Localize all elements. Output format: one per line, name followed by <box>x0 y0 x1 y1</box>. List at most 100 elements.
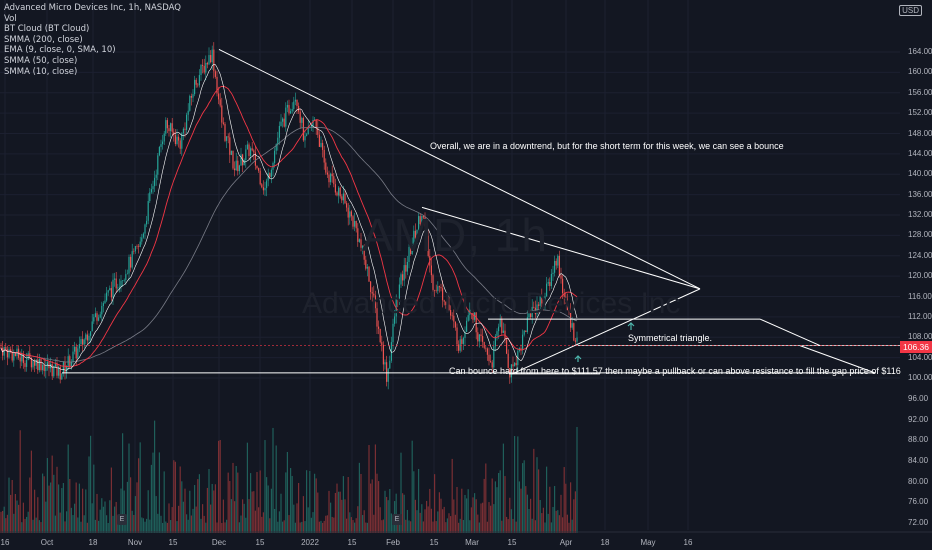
candle-body <box>259 170 261 185</box>
candle-body <box>134 246 136 252</box>
volume-bar <box>256 472 258 533</box>
chart-title[interactable]: Advanced Micro Devices Inc, 1h, NASDAQ <box>4 3 181 13</box>
candle-body <box>262 187 264 191</box>
volume-tick-label: 72.00 <box>908 518 929 527</box>
volume-bar <box>274 508 276 533</box>
volume-bar <box>262 512 264 533</box>
volume-bar <box>363 510 365 533</box>
indicator-vol[interactable]: Vol <box>4 13 17 24</box>
candle-body <box>122 280 124 281</box>
annotation-bounce[interactable]: Can bounce hard from here to $111.57 the… <box>449 366 901 376</box>
volume-bar <box>366 522 368 533</box>
candle-body <box>542 303 544 306</box>
time-tick-label: May <box>640 538 656 547</box>
candle-body <box>558 255 560 276</box>
volume-bar <box>445 522 447 533</box>
volume-bar <box>5 518 7 533</box>
annotation-downtrend[interactable]: Overall, we are in a downtrend, but for … <box>430 141 784 151</box>
volume-bar <box>10 494 12 533</box>
volume-bar <box>112 515 114 533</box>
volume-bar <box>62 483 64 533</box>
candle-body <box>358 239 360 242</box>
candle-body <box>397 298 399 301</box>
volume-bar <box>141 517 143 533</box>
candle-body <box>246 144 248 150</box>
currency-badge[interactable]: USD <box>899 5 922 16</box>
candle-body <box>190 96 192 98</box>
candle-body <box>331 173 333 177</box>
volume-bar <box>571 519 573 533</box>
volume-bar <box>250 473 252 533</box>
moving-average-line <box>0 64 578 371</box>
volume-bar <box>542 507 544 533</box>
volume-bar <box>218 440 220 533</box>
candle-body <box>109 288 111 291</box>
volume-bar <box>136 482 138 533</box>
volume-bar <box>438 492 440 533</box>
candle-body <box>322 142 324 150</box>
candle-body <box>525 330 527 332</box>
volume-bar <box>221 522 223 533</box>
volume-bar <box>552 506 554 533</box>
candle-body <box>110 288 112 298</box>
volume-bar <box>440 498 442 533</box>
volume-bar <box>330 502 332 533</box>
volume-bar <box>334 492 336 533</box>
earnings-marker[interactable]: E <box>117 514 127 525</box>
candle-body <box>235 160 237 171</box>
volume-bar <box>58 484 60 533</box>
volume-bar <box>390 513 392 533</box>
candle-body <box>315 119 317 129</box>
indicator-smma-200[interactable]: SMMA (200, close) <box>4 34 83 45</box>
candle-body <box>218 93 220 100</box>
time-tick-label: Nov <box>127 538 143 547</box>
volume-bar <box>198 474 200 533</box>
indicator-smma-50[interactable]: SMMA (50, close) <box>4 55 78 66</box>
volume-bar <box>29 477 31 533</box>
volume-bar <box>138 458 140 533</box>
candle-body <box>390 342 392 361</box>
time-tick-label: 16 <box>683 538 693 547</box>
candle-body <box>458 344 460 351</box>
volume-tick-label: 76.00 <box>908 497 929 507</box>
volume-bar <box>174 461 176 533</box>
volume-bar <box>238 522 240 533</box>
volume-bar <box>454 514 456 533</box>
volume-bar <box>493 504 495 533</box>
candle-body <box>206 62 208 65</box>
candle-body <box>555 260 557 266</box>
candle-body <box>451 315 453 317</box>
price-tick-label: 124.00 <box>908 250 932 260</box>
volume-bar <box>483 478 485 533</box>
candle-body <box>566 298 568 311</box>
candle-body <box>234 168 236 171</box>
candle-body <box>290 111 292 114</box>
volume-bar <box>507 519 509 533</box>
volume-bar <box>450 516 452 533</box>
candle-body <box>493 346 495 368</box>
candle-body <box>528 313 530 318</box>
volume-bar <box>432 521 434 533</box>
volume-bar <box>389 488 391 533</box>
candle-body <box>475 312 477 333</box>
volume-bar <box>85 489 87 533</box>
volume-bar <box>482 502 484 533</box>
candle-body <box>93 317 95 322</box>
volume-bar <box>56 466 58 533</box>
volume-bar <box>27 511 29 533</box>
volume-bar <box>69 478 71 533</box>
volume-bar <box>538 469 540 533</box>
indicator-ema-9[interactable]: EMA (9, close, 0, SMA, 10) <box>4 45 116 56</box>
time-tick-label: 16 <box>0 538 10 547</box>
candle-body <box>128 256 130 274</box>
candle-body <box>133 251 135 252</box>
indicator-smma-10[interactable]: SMMA (10, close) <box>4 66 78 77</box>
volume-bar <box>59 512 61 533</box>
annotation-triangle[interactable]: Symmetrical triangle. <box>628 333 713 343</box>
candle-body <box>245 149 247 160</box>
indicator-bt-cloud[interactable]: BT Cloud (BT Cloud) <box>4 24 90 35</box>
candle-body <box>150 189 152 193</box>
earnings-marker[interactable]: E <box>392 514 402 525</box>
volume-bar <box>574 491 576 533</box>
